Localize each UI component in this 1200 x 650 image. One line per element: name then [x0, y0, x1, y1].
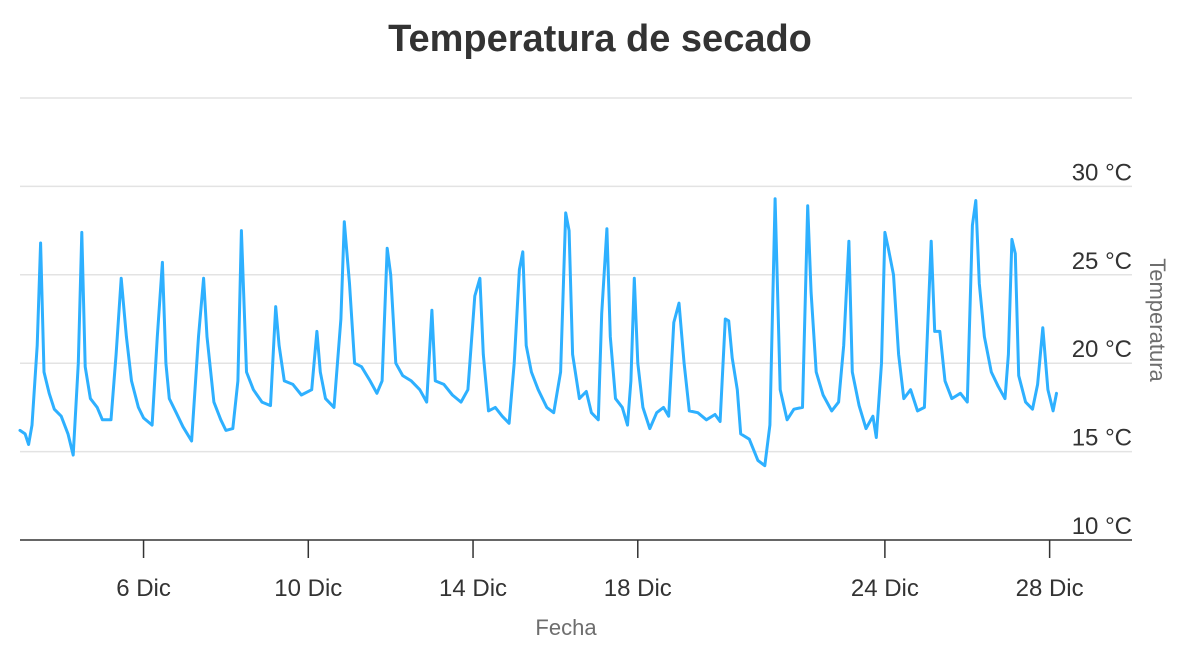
temperature-series-line — [18, 197, 1058, 468]
chart-title: Temperatura de secado — [388, 18, 812, 60]
y-tick-label: 25 °C — [1072, 248, 1132, 275]
y-axis-title: Temperatura — [1145, 258, 1170, 382]
y-tick-label: 10 °C — [1072, 513, 1132, 540]
gridlines — [20, 97, 1132, 453]
x-tick-label: 10 Dic — [274, 575, 342, 602]
y-tick-label: 20 °C — [1072, 336, 1132, 363]
x-tick-label: 18 Dic — [604, 575, 672, 602]
x-tick-label: 24 Dic — [851, 575, 919, 602]
x-tick-label: 14 Dic — [439, 575, 507, 602]
x-axis-ticks: 6 Dic 10 Dic 14 Dic 18 Dic 24 Dic 28 Dic — [116, 540, 1084, 602]
x-axis-title: Fecha — [535, 615, 597, 640]
y-axis-ticks: 10 °C 15 °C 20 °C 25 °C 30 °C — [1072, 159, 1132, 540]
x-tick-label: 6 Dic — [116, 575, 171, 602]
y-tick-label: 15 °C — [1072, 425, 1132, 452]
x-tick-label: 28 Dic — [1016, 575, 1084, 602]
y-tick-label: 30 °C — [1072, 159, 1132, 186]
